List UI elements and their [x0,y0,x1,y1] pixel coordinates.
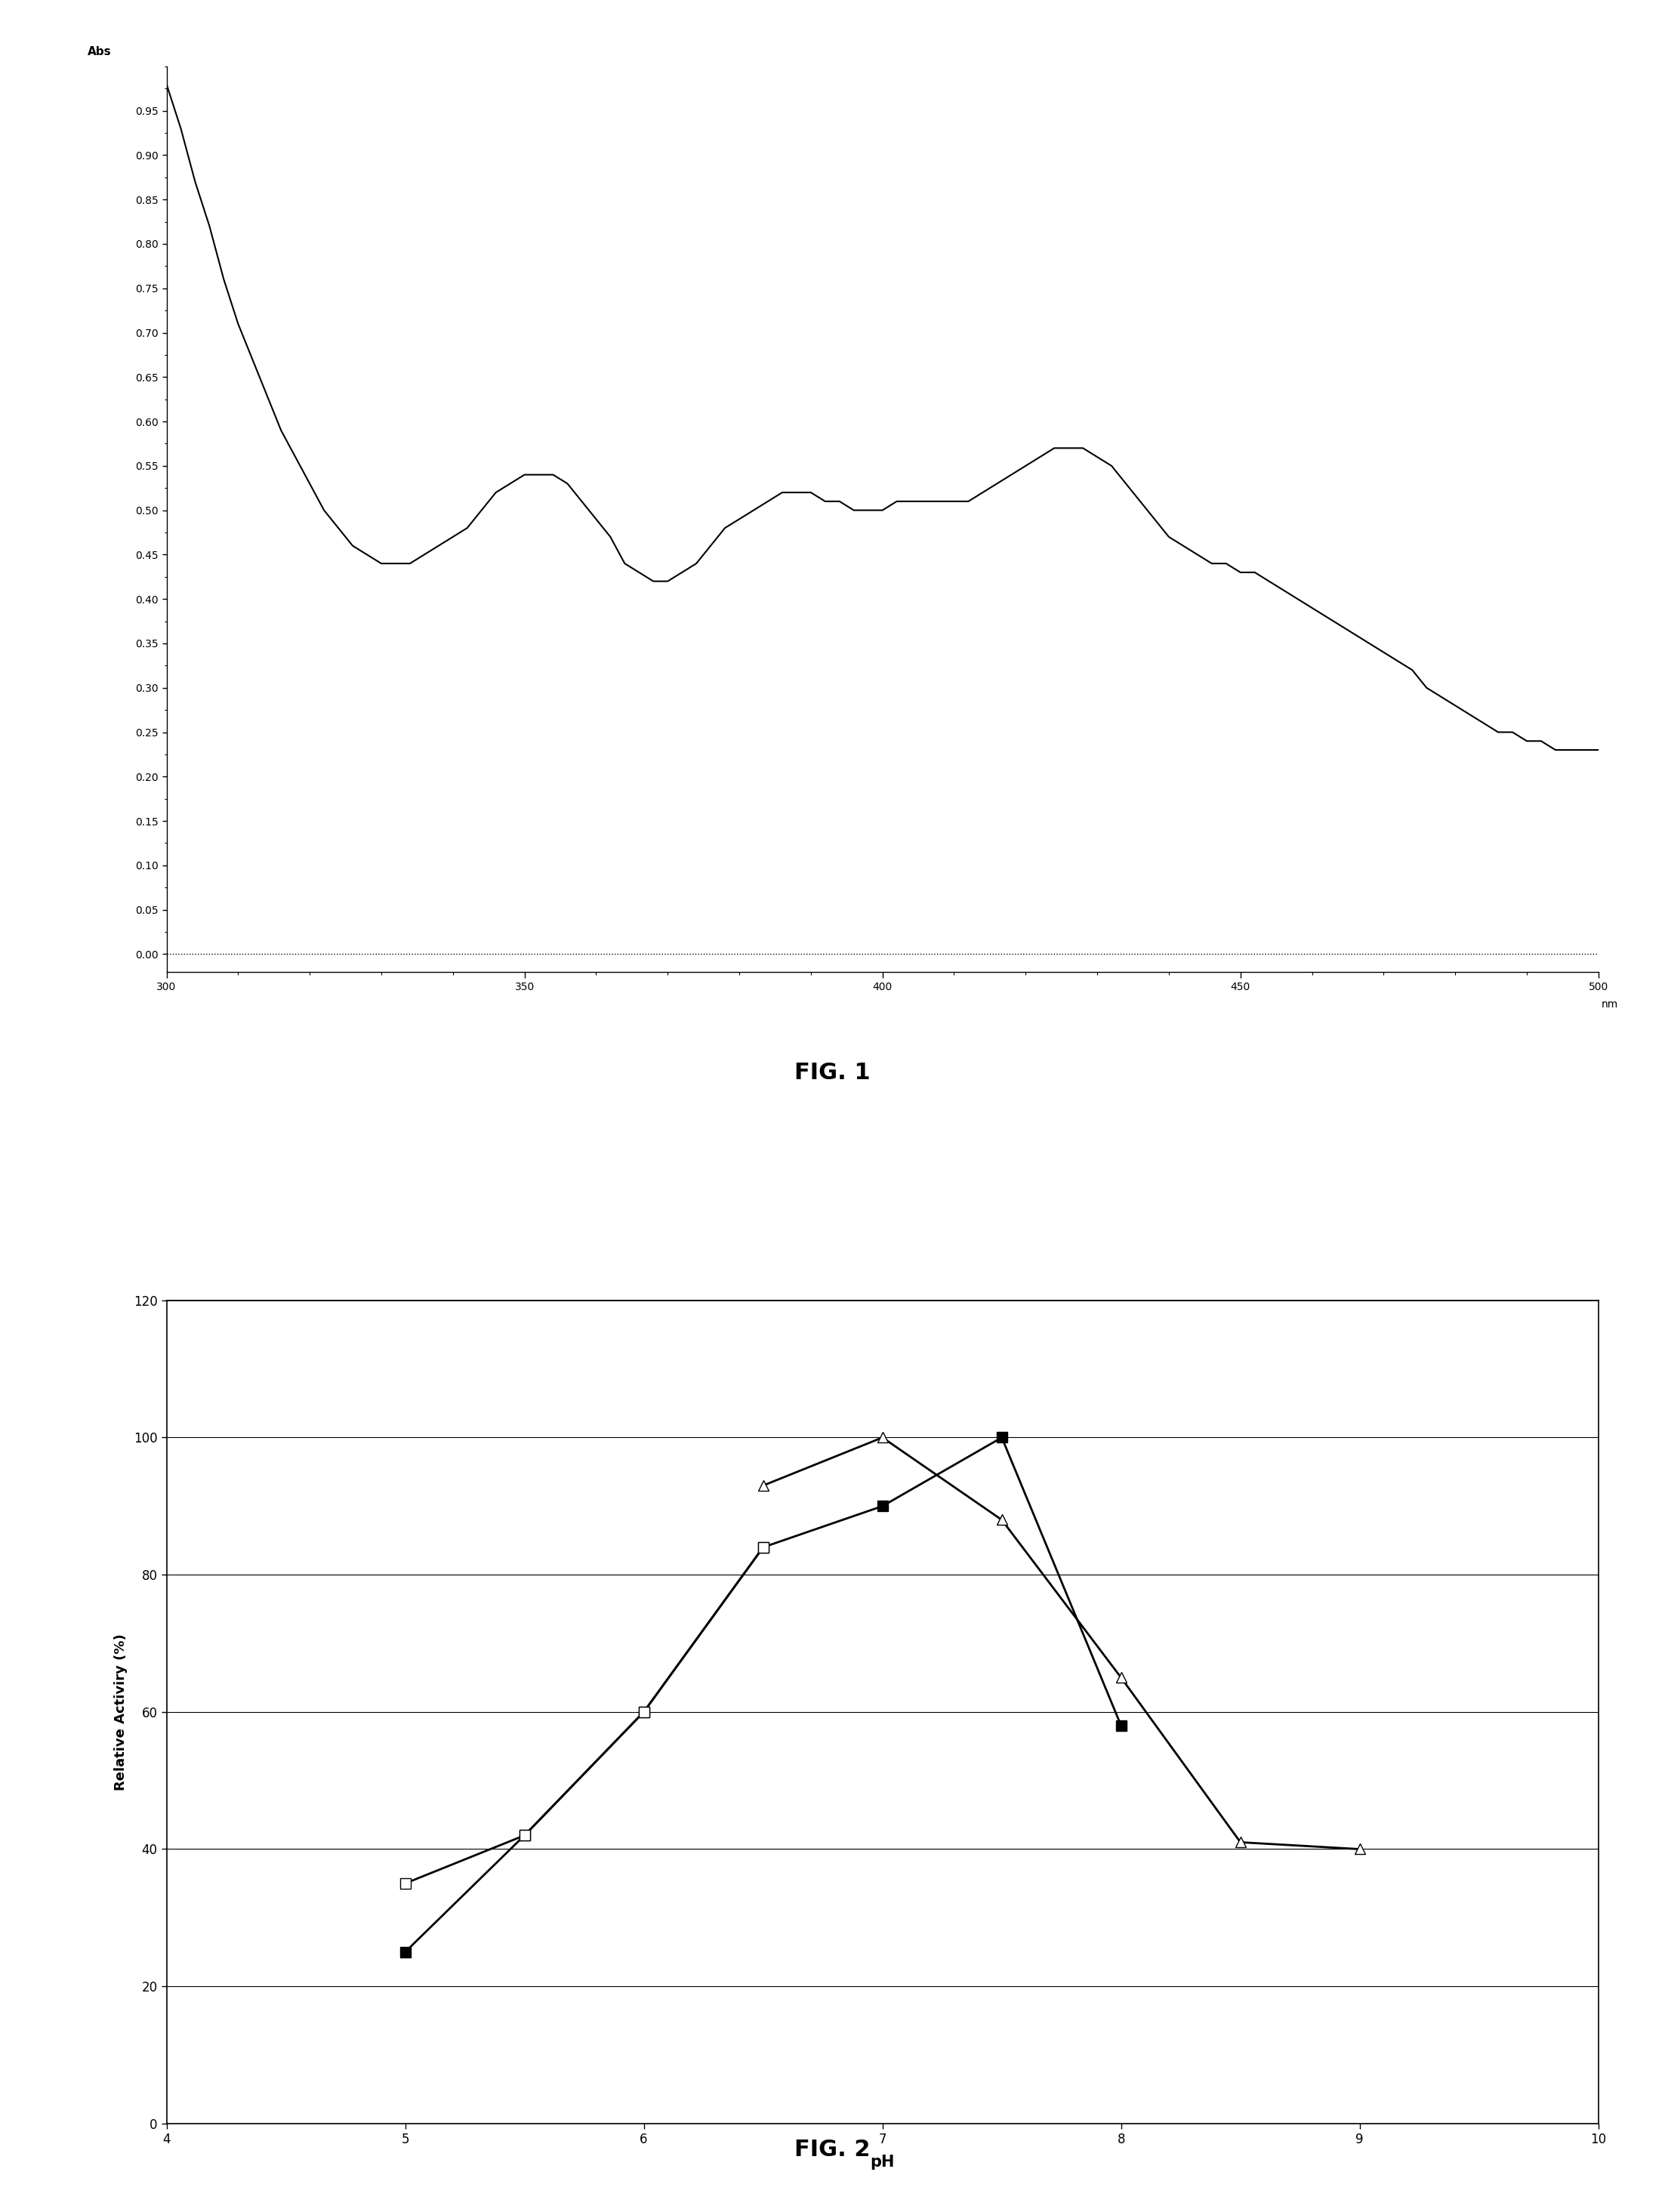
Y-axis label: Relative Activiry (%): Relative Activiry (%) [113,1632,127,1790]
Text: nm: nm [1602,1000,1618,1009]
Text: FIG. 2: FIG. 2 [794,2139,871,2161]
X-axis label: pH: pH [871,2154,894,2170]
Text: Abs: Abs [88,46,112,58]
Text: FIG. 1: FIG. 1 [794,1062,871,1084]
